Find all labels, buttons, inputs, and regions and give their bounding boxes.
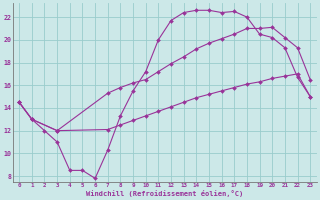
X-axis label: Windchill (Refroidissement éolien,°C): Windchill (Refroidissement éolien,°C) [86, 190, 243, 197]
